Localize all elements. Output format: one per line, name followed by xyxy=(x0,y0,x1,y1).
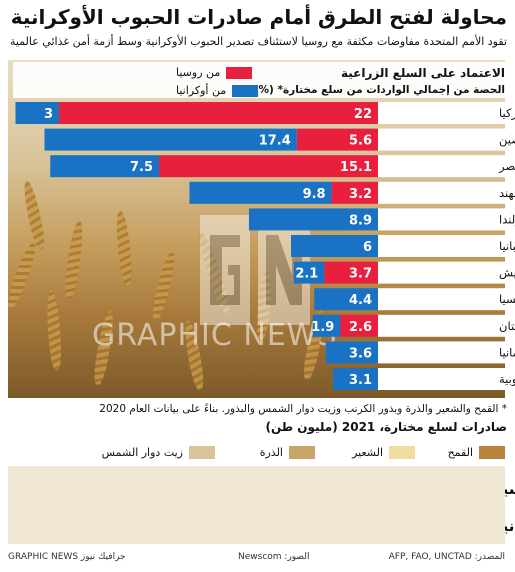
bar-ukraine-label: 3.1 xyxy=(349,373,372,388)
legend-sunflower-label: زيت دوار الشمس xyxy=(101,446,183,459)
footer-brand: GRAPHIC NEWS جرافيك نيوز xyxy=(8,552,126,562)
chart-subtitle: الحصة من إجمالي الواردات من سلع مختارة* … xyxy=(253,84,505,96)
country-label-bg xyxy=(378,181,505,204)
page-title: محاولة لفتح الطرق أمام صادرات الحبوب الأ… xyxy=(10,5,507,29)
footer-source: المصدر: AFP, FAO, UNCTAD xyxy=(388,552,505,562)
page-subtitle: تقود الأمم المتحدة مفاوضات مكثفة مع روسي… xyxy=(9,35,507,48)
country-label-bg xyxy=(378,102,505,124)
exports-legend: القمح الشعير الذرة زيت دوار الشمس xyxy=(8,444,505,466)
bar-ukraine xyxy=(333,368,378,390)
bar-ukraine xyxy=(50,155,160,178)
country-label: ألمانيا xyxy=(499,344,515,359)
country-label: إسبانيا xyxy=(499,239,515,253)
legend-russia-swatch xyxy=(226,66,253,79)
legend-wheat: القمح xyxy=(448,446,505,459)
footer: GRAPHIC NEWS جرافيك نيوز الصور: Newscom … xyxy=(8,550,505,568)
bar-ukraine-label: 17.4 xyxy=(259,134,291,149)
legend-barley-label: الشعير xyxy=(352,446,383,459)
country-label: الصين xyxy=(499,133,515,148)
legend-wheat-swatch xyxy=(479,446,505,459)
exports-panel xyxy=(8,466,505,544)
country-label: تركيا xyxy=(499,106,515,121)
country-label-bg xyxy=(378,208,505,231)
country-label: هولندا xyxy=(499,212,515,227)
legend-russia-label: من روسيا xyxy=(176,66,221,79)
bar-ukraine xyxy=(314,288,378,311)
bar-russia-label: 22 xyxy=(354,107,372,122)
legend-sunflower: زيت دوار الشمس xyxy=(102,446,215,459)
bar-russia xyxy=(340,314,378,337)
bar-ukraine xyxy=(291,235,378,257)
bar-ukraine xyxy=(44,128,297,151)
bar-ukraine xyxy=(189,181,332,204)
bar-russia xyxy=(296,128,378,151)
bar-ukraine-label: 2.1 xyxy=(295,267,318,282)
bar-ukraine-label: 3 xyxy=(44,107,53,122)
bar-russia-label: 5.6 xyxy=(349,134,372,149)
watermark-text: GRAPHIC NEWS xyxy=(92,318,338,353)
bar-ukraine-label: 9.8 xyxy=(303,187,326,202)
legend-russia: من روسيا xyxy=(176,66,253,79)
chart-title: الاعتماد على السلع الزراعية xyxy=(340,66,505,80)
bar-ukraine-label: 6 xyxy=(363,240,372,255)
country-label: باكستان xyxy=(499,319,515,333)
legend-ukraine: من أوكرانيا xyxy=(176,84,259,97)
bar-ukraine-label: 7.5 xyxy=(130,160,153,175)
legend-corn-label: الذرة xyxy=(259,446,283,459)
country-label-bg xyxy=(378,155,505,178)
bar-russia xyxy=(324,261,378,284)
chart-header-panel xyxy=(13,62,505,98)
country-label-bg xyxy=(378,314,505,337)
bar-ukraine xyxy=(248,208,378,231)
country-label-bg xyxy=(378,341,505,364)
country-label: مصر xyxy=(498,159,515,174)
bar-ukraine-label: 1.9 xyxy=(311,320,334,335)
legend-barley-swatch xyxy=(389,446,415,459)
bar-ukraine-label: 8.9 xyxy=(349,213,372,228)
bar-russia-label: 15.1 xyxy=(340,160,372,175)
legend-corn: الذرة xyxy=(260,446,315,459)
bar-russia-label: 3.2 xyxy=(349,187,372,202)
country-label: بنغلاديش xyxy=(499,266,515,281)
bar-ukraine xyxy=(293,261,325,284)
country-label-bg xyxy=(378,368,505,390)
bar-russia-label: 2.6 xyxy=(349,320,372,335)
legend-ukraine-label: من أوكرانيا xyxy=(176,84,227,97)
country-label-bg xyxy=(378,261,505,284)
bar-ukraine xyxy=(325,341,378,364)
legend-barley: الشعير xyxy=(352,446,415,459)
chart-footnote: * القمح والشعير والذرة وبذور الكرنب وزيت… xyxy=(99,403,507,415)
country-label-bg xyxy=(378,128,505,151)
legend-ukraine-swatch xyxy=(232,84,259,97)
exports-chart-title: صادرات لسلع مختارة، 2021 (مليون طن) xyxy=(265,420,507,434)
legend-wheat-label: القمح xyxy=(447,446,473,459)
country-label-bg xyxy=(378,235,505,257)
country-label-bg xyxy=(378,288,505,311)
bar-ukraine-label: 4.4 xyxy=(349,293,372,308)
bar-russia-label: 3.7 xyxy=(349,267,372,282)
bar-ukraine xyxy=(312,314,341,337)
bar-russia xyxy=(159,155,378,178)
legend-sunflower-swatch xyxy=(189,446,215,459)
country-label: الهند xyxy=(499,186,515,200)
bar-ukraine-label: 3.6 xyxy=(349,346,372,361)
footer-photo-credit: الصور: Newscom xyxy=(238,552,310,562)
bar-ukraine xyxy=(15,102,59,124)
legend-corn-swatch xyxy=(289,446,315,459)
country-label: كوريا الجنوبية xyxy=(499,372,515,387)
country-label: إندونيسيا xyxy=(499,292,515,307)
bar-russia xyxy=(59,102,378,124)
bar-russia xyxy=(331,181,378,204)
